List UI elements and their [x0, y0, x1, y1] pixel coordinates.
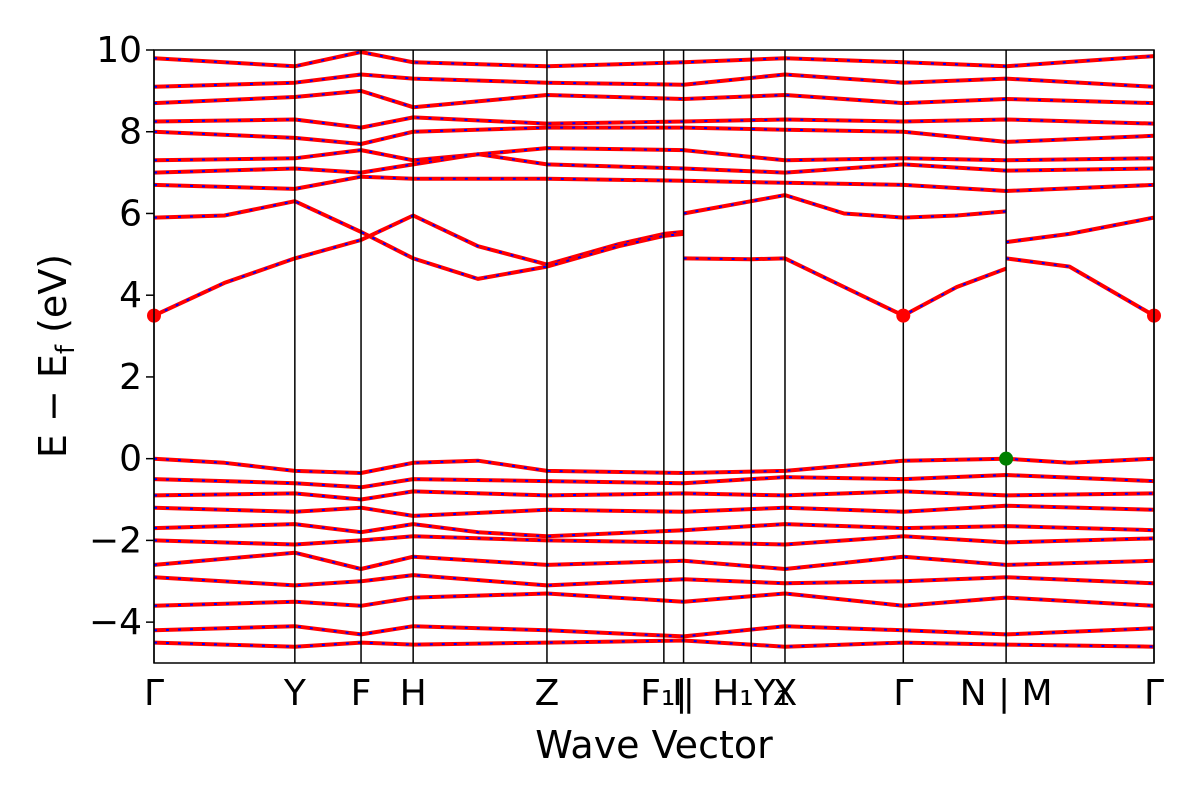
x-tick-label-11: Γ: [1144, 673, 1164, 714]
band-line-12: [154, 72, 1154, 89]
band-line-1: [154, 199, 684, 281]
y-tick-label-2: 0: [119, 439, 142, 480]
band-line-6: [154, 174, 1154, 193]
plot-frame: [153, 49, 1155, 664]
y-axis-title-unit: (eV): [31, 254, 75, 345]
x-tick-label-3: H: [400, 673, 427, 714]
band-line-overlay-0: [154, 214, 684, 317]
y-tick-label-1: −2: [89, 520, 142, 561]
band-line-4: [1005, 256, 1154, 318]
x-axis-title: Wave Vector: [535, 723, 773, 767]
band-edge-marker-3: [999, 451, 1014, 466]
band-edge-markers: [147, 308, 1161, 466]
y-axis: −4 −2 0 2 4 6 8 10: [89, 30, 154, 643]
band-line-8: [154, 146, 1154, 163]
band-line-overlay-3: [683, 194, 1007, 219]
x-tick-label-0: Γ: [144, 673, 164, 714]
band-line-23: [154, 624, 1154, 639]
x-tick-label-7: H₁Y₁: [712, 673, 790, 714]
y-tick-label-0: −4: [89, 602, 142, 643]
band-line-overlay-5: [1005, 216, 1154, 244]
y-axis-title: E − Ef (eV): [31, 254, 81, 458]
x-tick-label-9: Γ: [893, 673, 913, 714]
band-line-overlay-11: [154, 89, 1154, 109]
band-line-19: [154, 534, 1154, 547]
band-lines: [154, 50, 1154, 649]
y-tick-label-7: 10: [96, 30, 142, 71]
x-tick-label-5: F₁|: [640, 673, 687, 714]
y-tick-label-4: 4: [119, 275, 142, 316]
x-tick-label-4: Z: [535, 673, 560, 714]
band-line-overlay-20: [154, 551, 1154, 571]
band-edge-marker-1: [896, 308, 911, 323]
band-line-17: [154, 503, 1154, 518]
band-line-13: [154, 50, 1154, 69]
y-axis-title-main: E − E: [31, 354, 75, 458]
y-tick-label-5: 6: [119, 193, 142, 234]
band-line-15: [154, 473, 1154, 490]
band-line-9: [154, 125, 1154, 146]
band-line-24: [154, 638, 1154, 649]
y-axis-title-sub: f: [51, 344, 81, 354]
band-line-21: [154, 573, 1154, 588]
band-line-16: [154, 489, 1154, 502]
x-tick-label-2: F: [351, 673, 372, 714]
band-line-22: [154, 591, 1154, 608]
x-tick-label-1: Y: [283, 673, 307, 714]
y-tick-label-6: 8: [119, 112, 142, 153]
band-line-10: [154, 115, 1154, 130]
x-tick-label-6: I|: [672, 673, 695, 714]
y-tick-label-3: 2: [119, 357, 142, 398]
x-tick-label-8: X: [773, 673, 798, 714]
x-tick-label-10: N | M: [960, 673, 1053, 714]
